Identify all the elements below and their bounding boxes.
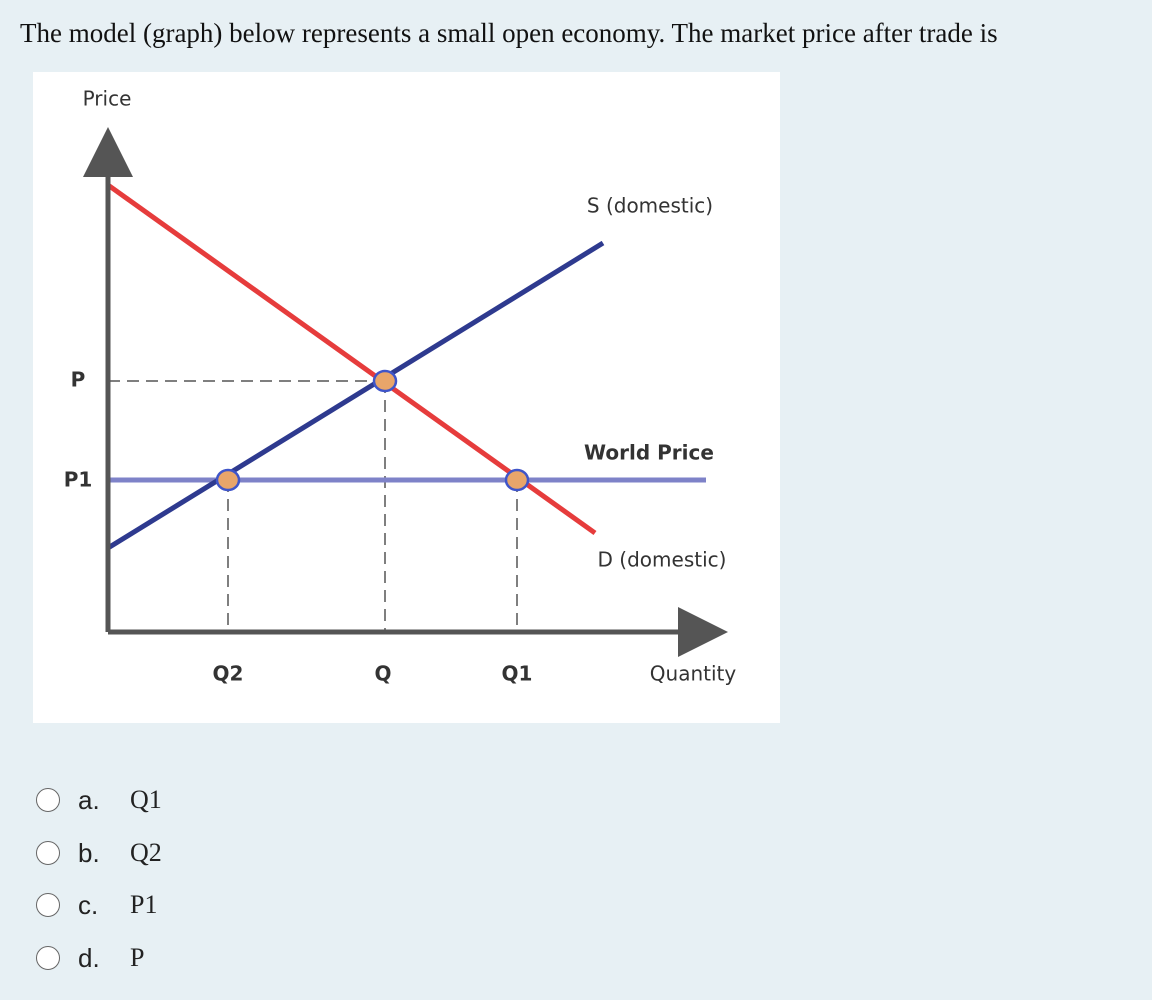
demand-label: D (domestic) xyxy=(598,548,727,572)
option-text: P xyxy=(130,943,145,972)
y-axis-label: Price xyxy=(83,87,132,111)
quantity-label: Q1 xyxy=(502,662,533,686)
points xyxy=(215,369,530,492)
graph: Price P P1 Q2 Q Q1 Quantity S (domestic)… xyxy=(64,87,737,686)
world-price-label: World Price xyxy=(584,441,714,465)
price-label: P1 xyxy=(64,468,93,492)
option-text: Q1 xyxy=(130,785,162,814)
figure: Price P P1 Q2 Q Q1 Quantity S (domestic)… xyxy=(33,72,780,723)
quantity-label: Q2 xyxy=(213,662,244,686)
question: The model (graph) below represents a sma… xyxy=(20,18,998,48)
option-text: P1 xyxy=(130,890,158,919)
radio[interactable] xyxy=(36,893,60,917)
option-letter: b. xyxy=(78,837,100,868)
option-letter: d. xyxy=(78,942,100,973)
quantity-label: Q xyxy=(374,662,391,686)
supply-label: S (domestic) xyxy=(587,194,713,218)
option-text: Q2 xyxy=(130,838,162,867)
option-letter: c. xyxy=(78,889,99,920)
radio[interactable] xyxy=(36,841,60,865)
option[interactable]: c. P1 xyxy=(36,885,157,925)
supply-curve xyxy=(106,240,605,551)
price-label: P xyxy=(71,368,86,392)
radio[interactable] xyxy=(36,788,60,812)
option[interactable]: b. Q2 xyxy=(36,833,162,873)
guides xyxy=(108,380,518,632)
option[interactable]: d. P xyxy=(36,938,144,978)
option[interactable]: a. Q1 xyxy=(36,780,162,820)
x-axis-label: Quantity xyxy=(650,662,737,686)
radio[interactable] xyxy=(36,946,60,970)
option-letter: a. xyxy=(78,784,100,815)
